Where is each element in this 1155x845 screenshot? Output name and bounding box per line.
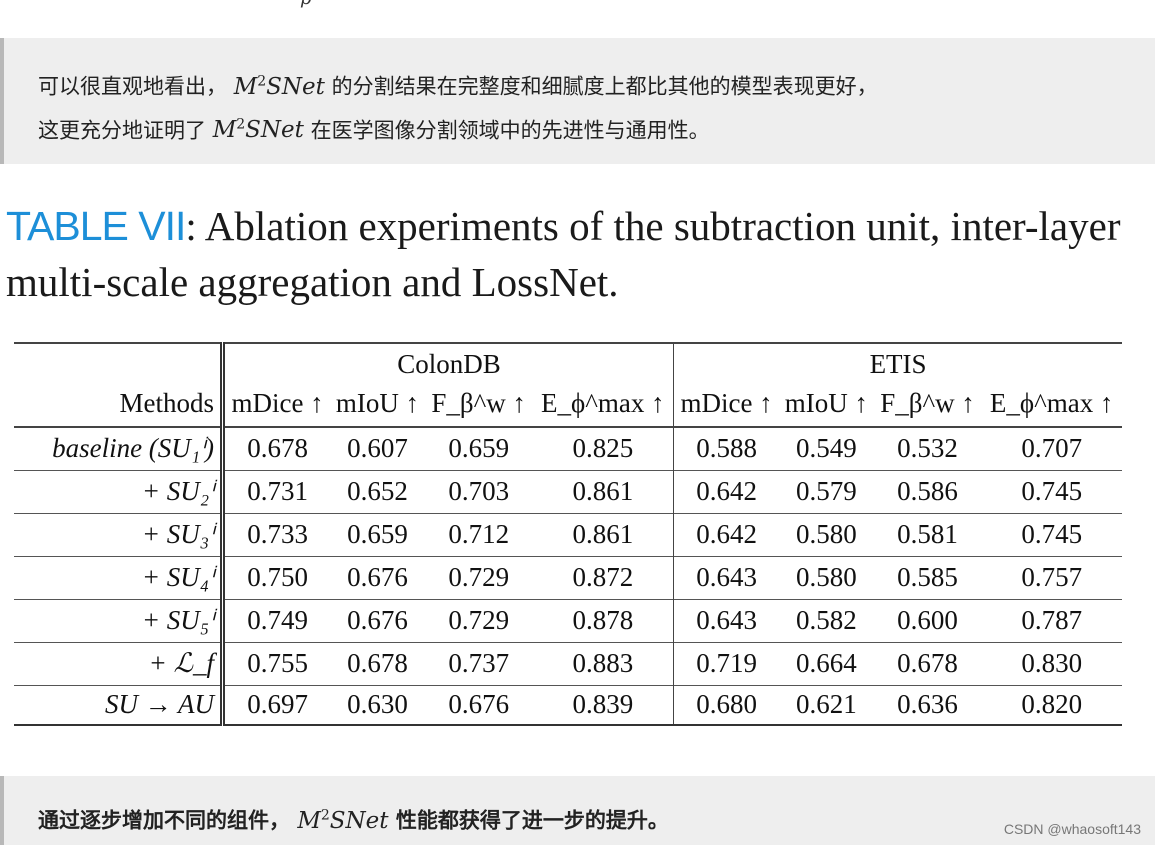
value-cell: 0.861 — [532, 470, 675, 513]
value-cell: 0.729 — [448, 605, 510, 635]
table-row: + SU₂ⁱ 0.731 0.652 0.703 0.861 0.642 0.579 0.58… — [14, 470, 1122, 513]
value-cell: 0.600 — [897, 605, 958, 635]
value-cell: 0.549 — [796, 433, 857, 464]
table-row: + SU₄ⁱ 0.750 0.676 0.729 0.872 0.643 0.580 0.58… — [14, 556, 1122, 599]
value-cell: 0.883 — [532, 642, 675, 685]
value-cell: 0.820 — [1021, 689, 1083, 720]
value-cell: 0.621 — [796, 689, 857, 720]
value-cell: 0.659 — [347, 519, 408, 549]
value-cell: 0.664 — [796, 648, 857, 678]
table-label: TABLE VII — [6, 203, 186, 249]
value-cell: 0.872 — [532, 556, 675, 599]
value-cell: 0.707 — [1021, 433, 1083, 464]
table-body: baseline (SU₁ⁱ) 0.678 0.607 0.659 0.825 0.588… — [14, 427, 1122, 725]
previous-text-fragment: p — [300, 0, 312, 9]
method-cell: + SU₂ⁱ — [14, 470, 225, 513]
value-cell: 0.703 — [448, 476, 510, 506]
value-cell: 0.749 — [247, 605, 308, 635]
value-cell: 0.697 — [247, 689, 308, 720]
metric-header: E_ϕ^max ↑ — [532, 380, 675, 427]
value-cell: 0.636 — [897, 689, 958, 720]
value-cell: 0.678 — [247, 433, 308, 464]
value-cell: 0.678 — [347, 648, 408, 678]
m2snet-formula: M2SNet — [212, 116, 304, 144]
value-cell: 0.676 — [347, 605, 408, 635]
value-cell: 0.678 — [897, 648, 958, 678]
value-cell: 0.745 — [1021, 519, 1083, 549]
quote-line-2: 这更充分地证明了 M2SNet 在医学图像分割领域中的先进性与通用性。 — [38, 116, 710, 144]
value-cell: 0.607 — [347, 433, 408, 464]
value-cell: 0.825 — [532, 427, 675, 470]
value-cell: 0.712 — [448, 519, 510, 549]
table-row: + SU₅ⁱ 0.749 0.676 0.729 0.878 0.643 0.582 0.60… — [14, 599, 1122, 642]
value-cell: 0.787 — [1021, 605, 1083, 635]
value-cell: 0.680 — [696, 689, 757, 720]
value-cell: 0.586 — [897, 476, 958, 506]
method-cell: + SU₃ⁱ — [14, 513, 225, 556]
m2snet-formula: M2SNet — [233, 73, 325, 100]
value-cell: 0.642 — [696, 476, 757, 506]
value-cell: 0.585 — [897, 562, 958, 592]
method-cell: + ℒ_f — [14, 642, 225, 685]
value-cell: 0.588 — [696, 433, 757, 464]
table-metric-header-row: Methods mDice ↑ mIoU ↑ F_β^w ↑ E_ϕ^max ↑… — [14, 380, 1122, 427]
quote-line-1: 可以很直观地看出， M2SNet 的分割结果在完整度和细腻度上都比其他的模型表现… — [38, 73, 878, 100]
metric-header: F_β^w ↑ — [880, 387, 975, 418]
metric-header: mDice ↑ — [231, 387, 324, 418]
value-cell: 0.630 — [347, 689, 408, 720]
m2snet-formula: M2SNet — [297, 807, 389, 834]
value-cell: 0.676 — [448, 689, 510, 720]
value-cell: 0.731 — [247, 476, 308, 506]
value-cell: 0.757 — [1021, 562, 1083, 592]
caption-text: : Ablation experiments of the subtractio… — [6, 203, 1121, 305]
value-cell: 0.580 — [796, 519, 857, 549]
table-caption: TABLE VII: Ablation experiments of the s… — [6, 198, 1151, 310]
value-cell: 0.750 — [247, 562, 308, 592]
method-cell: baseline (SU₁ⁱ) — [14, 427, 225, 470]
metric-header: mIoU ↑ — [784, 387, 869, 418]
quote-summary-line: 通过逐步增加不同的组件， M2SNet 性能都获得了进一步的提升。 — [38, 807, 669, 834]
table-row: SU → AU 0.697 0.630 0.676 0.839 0.680 0.621 0.6… — [14, 685, 1122, 725]
value-cell: 0.581 — [897, 519, 958, 549]
value-cell: 0.830 — [1021, 648, 1083, 678]
value-cell: 0.582 — [796, 605, 857, 635]
value-cell: 0.579 — [796, 476, 857, 506]
value-cell: 0.652 — [347, 476, 408, 506]
group-header-colondb: ColonDB — [222, 343, 675, 380]
ablation-table: ColonDB ETIS Methods mDice ↑ mIoU ↑ F_β^… — [14, 342, 1122, 726]
value-cell: 0.861 — [532, 513, 675, 556]
value-cell: 0.642 — [696, 519, 757, 549]
value-cell: 0.659 — [448, 433, 510, 464]
value-cell: 0.745 — [1021, 476, 1083, 506]
metric-header: E_ϕ^max ↑ — [989, 387, 1114, 418]
value-cell: 0.729 — [448, 562, 510, 592]
method-cell: SU → AU — [14, 685, 225, 725]
value-cell: 0.839 — [532, 685, 675, 725]
value-cell: 0.676 — [347, 562, 408, 592]
blockquote-summary: 通过逐步增加不同的组件， M2SNet 性能都获得了进一步的提升。 — [0, 776, 1155, 845]
table-row: + SU₃ⁱ 0.733 0.659 0.712 0.861 0.642 0.580 0.58… — [14, 513, 1122, 556]
value-cell: 0.733 — [247, 519, 308, 549]
value-cell: 0.532 — [897, 433, 958, 464]
method-cell: + SU₄ⁱ — [14, 556, 225, 599]
value-cell: 0.737 — [448, 648, 510, 678]
metric-header: mDice ↑ — [680, 387, 773, 418]
metric-header: F_β^w ↑ — [431, 387, 527, 418]
value-cell: 0.580 — [796, 562, 857, 592]
value-cell: 0.878 — [532, 599, 675, 642]
value-cell: 0.719 — [696, 648, 757, 678]
value-cell: 0.643 — [696, 605, 757, 635]
metric-header: mIoU ↑ — [335, 387, 420, 418]
table-row: baseline (SU₁ⁱ) 0.678 0.607 0.659 0.825 0.588… — [14, 427, 1122, 470]
method-cell: + SU₅ⁱ — [14, 599, 225, 642]
table-row: + ℒ_f 0.755 0.678 0.737 0.883 0.719 0.664 0.678… — [14, 642, 1122, 685]
group-header-etis: ETIS — [869, 349, 927, 379]
value-cell: 0.643 — [696, 562, 757, 592]
blockquote-conclusion: 可以很直观地看出， M2SNet 的分割结果在完整度和细腻度上都比其他的模型表现… — [0, 38, 1155, 164]
value-cell: 0.755 — [247, 648, 308, 678]
table-group-header-row: ColonDB ETIS — [14, 343, 1122, 380]
watermark: CSDN @whaosoft143 — [1003, 821, 1141, 837]
methods-header: Methods — [14, 380, 225, 427]
